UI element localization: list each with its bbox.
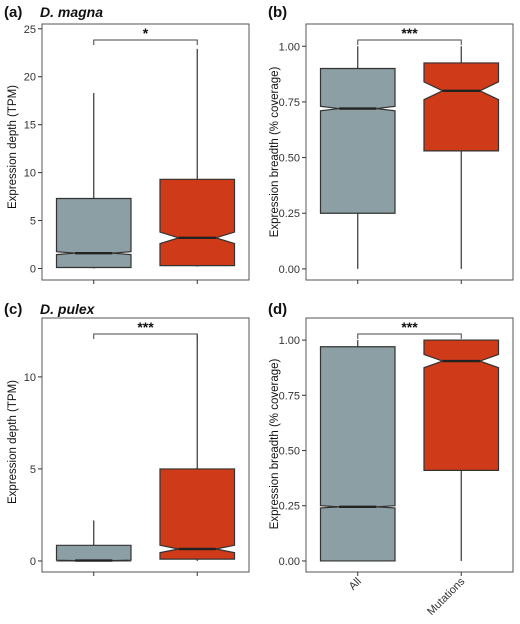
y-tick-label: 0.25 xyxy=(279,208,300,220)
y-tick-label: 0 xyxy=(30,263,36,275)
significance-bracket xyxy=(93,39,198,45)
y-tick-label: 0.00 xyxy=(279,556,300,568)
y-tick-label: 15 xyxy=(24,120,36,132)
plot-frame xyxy=(41,317,250,573)
y-axis-label-a: Expression depth (TPM) xyxy=(7,85,19,209)
significance-bracket xyxy=(93,333,198,339)
y-tick-label: 0.50 xyxy=(279,153,300,165)
box-all xyxy=(55,544,132,562)
y-tick-label: 0.75 xyxy=(279,390,300,402)
box-all xyxy=(319,346,396,562)
y-tick-label: 5 xyxy=(30,464,36,476)
panel-d: (d) Expression breadth (% coverage) 0.00… xyxy=(268,301,514,618)
y-tick-label: 0.00 xyxy=(279,264,300,276)
panel-a: (a) D. magna Expression depth (TPM) 0 5 10… xyxy=(4,4,250,284)
panel-label-c: (c) xyxy=(4,301,22,318)
x-tick-label: Mutations xyxy=(425,575,468,618)
panel-c: (c) D. pulex Expression depth (TPM) 0 5 10… xyxy=(4,301,250,576)
box-all xyxy=(55,197,132,269)
species-label-c: D. pulex xyxy=(40,301,96,317)
panel-label-a: (a) xyxy=(4,4,22,21)
x-tick-label: All xyxy=(347,576,364,593)
box-mutations xyxy=(423,62,500,152)
y-tick-label: 0.50 xyxy=(279,446,300,458)
significance-stars: *** xyxy=(137,319,154,335)
y-tick-label: 5 xyxy=(30,216,36,228)
significance-bracket xyxy=(357,333,462,339)
species-label-a: D. magna xyxy=(40,4,103,20)
y-axis-label-b: Expression breadth (% coverage) xyxy=(269,66,281,237)
y-tick-label: 10 xyxy=(24,372,36,384)
box-all xyxy=(319,67,396,214)
y-axis-label-c: Expression depth (TPM) xyxy=(7,380,19,504)
panel-label-b: (b) xyxy=(268,4,287,21)
y-tick-label: 25 xyxy=(24,24,36,36)
y-tick-label: 10 xyxy=(24,168,36,180)
plot-frame xyxy=(305,23,514,281)
y-tick-label: 1.00 xyxy=(279,41,300,53)
y-tick-label: 0.25 xyxy=(279,501,300,513)
significance-stars: * xyxy=(143,25,149,41)
box-mutations xyxy=(159,178,236,267)
panel-b: (b) Expression breadth (% coverage) 0.00… xyxy=(268,4,514,284)
significance-stars: *** xyxy=(401,25,418,41)
box-mutations xyxy=(159,468,236,560)
significance-stars: *** xyxy=(401,319,418,335)
y-axis-label-d: Expression breadth (% coverage) xyxy=(269,358,281,529)
y-tick-label: 0 xyxy=(30,556,36,568)
plot-frame xyxy=(305,317,514,573)
plot-frame xyxy=(41,23,250,281)
significance-bracket xyxy=(357,39,462,45)
y-tick-label: 20 xyxy=(24,72,36,84)
box-mutations xyxy=(423,339,500,471)
y-tick-label: 1.00 xyxy=(279,335,300,347)
panel-label-d: (d) xyxy=(268,301,287,318)
y-tick-label: 0.75 xyxy=(279,97,300,109)
